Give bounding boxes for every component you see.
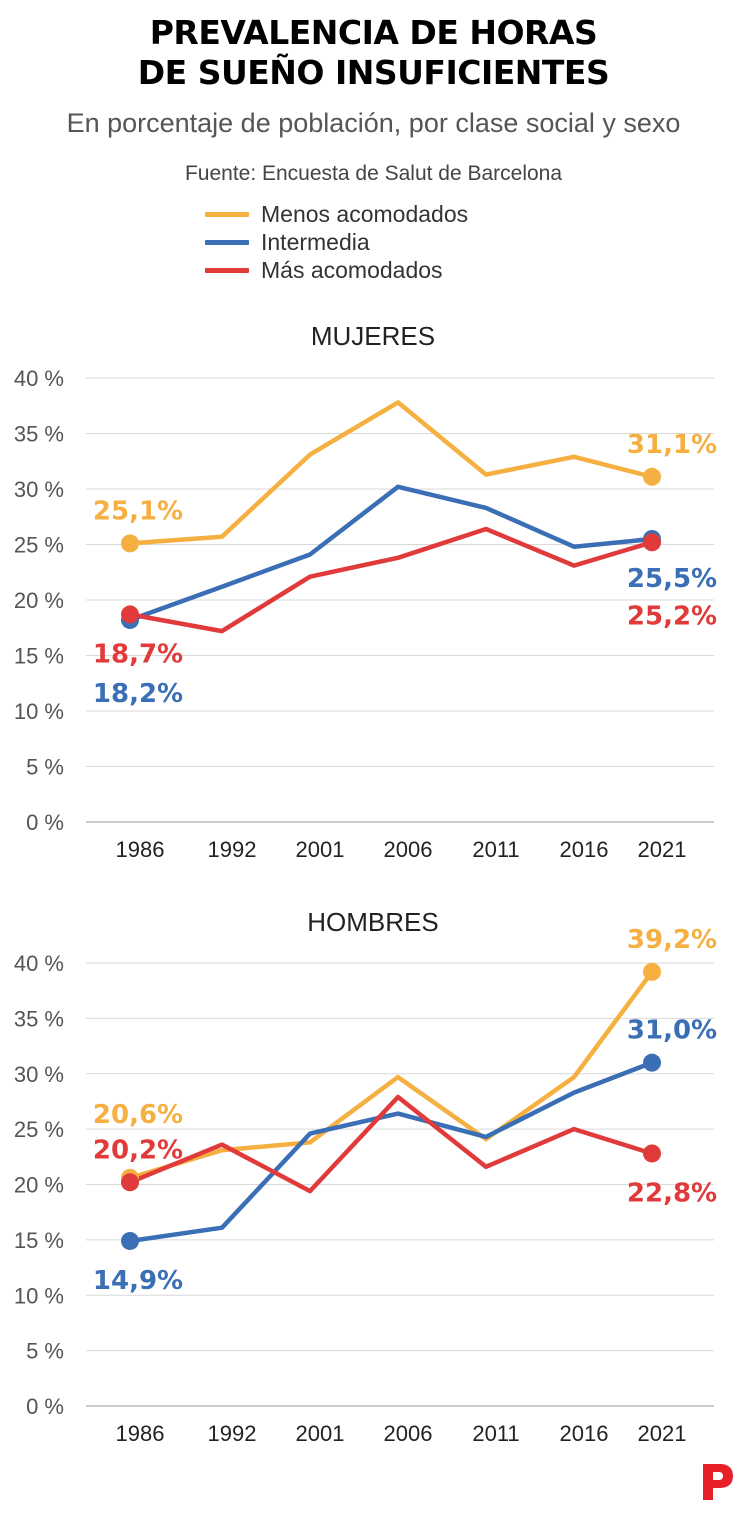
legend-label-menos: Menos acomodados (261, 200, 469, 227)
y-tick-label-mujeres: 35 % (14, 422, 64, 447)
data-point-mujeres-2 (121, 605, 139, 624)
data-label-hombres: 39,2% (627, 925, 717, 955)
y-tick-label-mujeres: 40 % (14, 366, 64, 391)
x-tick-label-hombres: 2016 (560, 1421, 609, 1446)
data-label-hombres: 20,6% (93, 1100, 183, 1130)
data-label-mujeres: 18,2% (93, 679, 183, 709)
series-line-mujeres-2 (127, 526, 655, 634)
series-line-mujeres-1 (127, 484, 655, 623)
y-tick-label-hombres: 15 % (14, 1228, 64, 1253)
x-tick-label-mujeres: 2006 (384, 837, 433, 862)
y-tick-label-mujeres: 25 % (14, 533, 64, 558)
legend-swatch-mas (205, 267, 249, 273)
subtitle: En porcentaje de población, por clase so… (66, 108, 681, 138)
data-point-hombres-0 (643, 962, 661, 981)
y-tick-label-hombres: 20 % (14, 1173, 64, 1198)
data-label-hombres: 31,0% (627, 1016, 717, 1046)
publisher-logo-icon (703, 1464, 733, 1500)
y-tick-label-hombres: 0 % (26, 1394, 64, 1419)
data-label-mujeres: 18,7% (93, 639, 183, 669)
series-line-hombres-0 (127, 969, 655, 1181)
y-tick-label-hombres: 5 % (26, 1339, 64, 1364)
x-tick-label-hombres: 1986 (116, 1421, 165, 1446)
data-label-hombres: 20,2% (93, 1135, 183, 1165)
y-tick-label-hombres: 35 % (14, 1006, 64, 1031)
legend-label-intermedia: Intermedia (261, 228, 370, 255)
y-tick-label-mujeres: 0 % (26, 810, 64, 835)
data-point-hombres-1 (121, 1231, 139, 1250)
data-label-hombres: 22,8% (627, 1178, 717, 1208)
panel-title-hombres: HOMBRES (307, 907, 438, 937)
legend-swatch-menos (205, 211, 249, 217)
title-line-1: PREVALENCIA DE HORAS (149, 13, 598, 52)
series-line-mujeres-0 (127, 400, 655, 546)
series-line-hombres-1 (127, 1060, 655, 1244)
data-label-mujeres: 25,2% (627, 601, 717, 631)
source-note: Fuente: Encuesta de Salut de Barcelona (184, 162, 563, 185)
y-tick-label-hombres: 25 % (14, 1117, 64, 1142)
y-tick-label-mujeres: 30 % (14, 477, 64, 502)
data-point-hombres-2 (121, 1173, 139, 1192)
y-tick-label-mujeres: 15 % (14, 644, 64, 669)
data-point-mujeres-0 (121, 534, 139, 553)
data-label-mujeres: 25,5% (627, 564, 717, 594)
panel-title-mujeres: MUJERES (311, 321, 435, 351)
x-tick-label-mujeres: 1986 (116, 837, 165, 862)
x-tick-label-hombres: 2001 (296, 1421, 345, 1446)
legend-item-mas: Más acomodados (205, 256, 468, 284)
series-line-hombres-2 (127, 1094, 655, 1194)
legend-item-intermedia: Intermedia (205, 228, 468, 256)
data-point-mujeres-2 (643, 533, 661, 552)
data-label-hombres: 14,9% (93, 1266, 183, 1296)
x-tick-label-mujeres: 2021 (638, 837, 687, 862)
x-tick-label-mujeres: 2016 (560, 837, 609, 862)
legend: Menos acomodados Intermedia Más acomodad… (205, 200, 468, 284)
x-tick-label-mujeres: 2011 (472, 837, 519, 862)
title-line-2: DE SUEÑO INSUFICIENTES (137, 53, 610, 92)
legend-swatch-intermedia (205, 239, 249, 245)
x-tick-label-hombres: 2011 (472, 1421, 519, 1446)
y-tick-label-hombres: 40 % (14, 951, 64, 976)
y-tick-label-mujeres: 10 % (14, 699, 64, 724)
x-tick-label-mujeres: 2001 (296, 837, 345, 862)
legend-item-menos: Menos acomodados (205, 200, 468, 228)
data-point-mujeres-0 (643, 467, 661, 486)
y-tick-label-hombres: 10 % (14, 1283, 64, 1308)
data-label-mujeres: 31,1% (627, 430, 717, 460)
x-tick-label-mujeres: 1992 (208, 837, 257, 862)
x-tick-label-hombres: 2006 (384, 1421, 433, 1446)
data-label-mujeres: 25,1% (93, 496, 183, 526)
y-tick-label-hombres: 30 % (14, 1062, 64, 1087)
y-tick-label-mujeres: 20 % (14, 588, 64, 613)
data-point-hombres-2 (643, 1144, 661, 1163)
x-tick-label-hombres: 1992 (208, 1421, 257, 1446)
legend-label-mas: Más acomodados (261, 256, 443, 283)
y-tick-label-mujeres: 5 % (26, 755, 64, 780)
data-point-hombres-1 (643, 1053, 661, 1072)
x-tick-label-hombres: 2021 (638, 1421, 687, 1446)
